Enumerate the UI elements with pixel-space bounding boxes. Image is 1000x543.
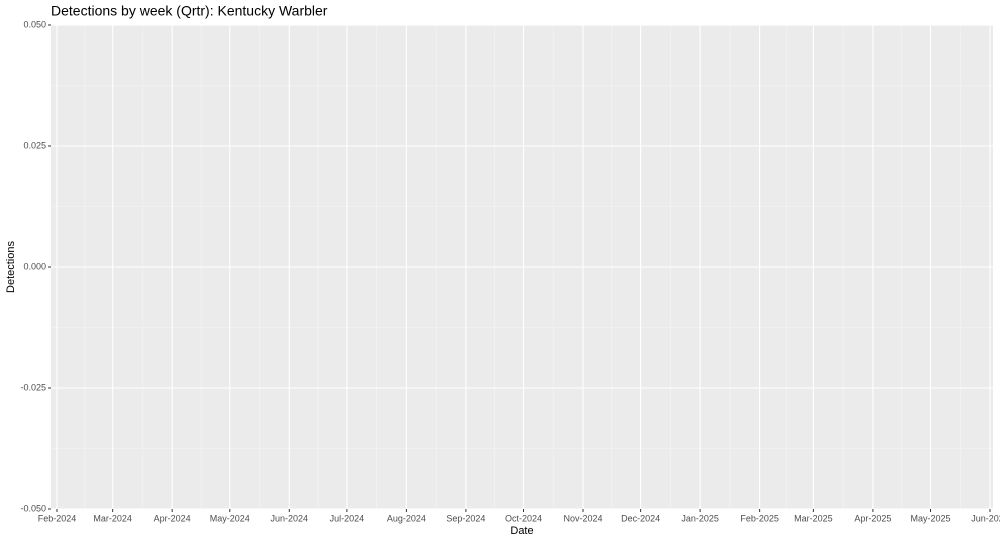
x-tick-label: Nov-2024 <box>563 513 602 523</box>
y-tick-label: 0.025 <box>23 140 46 150</box>
y-tick-label: -0.025 <box>20 382 46 392</box>
x-axis-title: Date <box>510 525 533 537</box>
x-tick-label: Aug-2024 <box>387 513 426 523</box>
chart-title: Detections by week (Qrtr): Kentucky Warb… <box>51 3 328 19</box>
x-tick-label: Jan-2025 <box>681 513 719 523</box>
x-tick-label: May-2025 <box>910 513 950 523</box>
x-tick-label: Feb-2025 <box>740 513 779 523</box>
x-tick-label: Feb-2024 <box>38 513 77 523</box>
x-tick-label: Jun-2024 <box>271 513 309 523</box>
x-tick-label: Mar-2024 <box>93 513 132 523</box>
x-tick-label: Oct-2024 <box>505 513 542 523</box>
x-tick-label: Sep-2024 <box>446 513 485 523</box>
x-tick-label: Jun-2025 <box>971 513 1000 523</box>
x-tick-label: Dec-2024 <box>621 513 660 523</box>
x-tick-label: Apr-2024 <box>154 513 191 523</box>
x-tick-label: Jul-2024 <box>330 513 365 523</box>
x-tick-label: Apr-2025 <box>854 513 891 523</box>
y-axis-title: Detections <box>5 241 17 293</box>
y-tick-label: -0.050 <box>20 503 46 513</box>
x-tick-label: May-2024 <box>210 513 250 523</box>
y-tick-label: 0.050 <box>23 19 46 29</box>
x-tick-label: Mar-2025 <box>794 513 833 523</box>
y-tick-label: 0.000 <box>23 261 46 271</box>
